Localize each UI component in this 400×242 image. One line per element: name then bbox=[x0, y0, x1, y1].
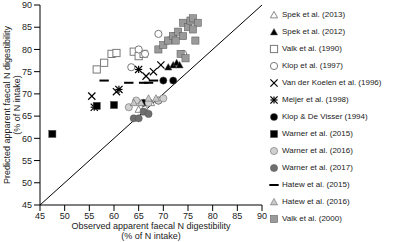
svg-text:45: 45 bbox=[22, 200, 32, 210]
svg-text:60: 60 bbox=[22, 134, 32, 144]
svg-text:85: 85 bbox=[22, 22, 32, 32]
svg-text:75: 75 bbox=[183, 211, 193, 221]
svg-text:65: 65 bbox=[22, 111, 32, 121]
html-text:Spek et al. (2012): Spek et al. (2012) bbox=[282, 27, 346, 36]
html-text:Warner et al. (2016): Warner et al. (2016) bbox=[282, 146, 353, 155]
svg-text:75: 75 bbox=[22, 67, 32, 77]
svg-text:90: 90 bbox=[22, 0, 32, 10]
html-text:Valk et al. (1990): Valk et al. (1990) bbox=[282, 44, 342, 53]
svg-text:70: 70 bbox=[22, 89, 32, 99]
svg-text:90: 90 bbox=[257, 211, 267, 221]
svg-text:85: 85 bbox=[232, 211, 242, 221]
svg-text:65: 65 bbox=[134, 211, 144, 221]
svg-text:55: 55 bbox=[84, 211, 94, 221]
html-text:Hatew et al. (2015): Hatew et al. (2015) bbox=[282, 180, 350, 189]
html-text:Hatew et al. (2016): Hatew et al. (2016) bbox=[282, 197, 350, 206]
svg-text:Predicted apparent faecal N di: Predicted apparent faecal N digestibilit… bbox=[8, 25, 12, 184]
html-text:Warner et al. (2015): Warner et al. (2015) bbox=[282, 129, 353, 138]
svg-text:(% of N intake): (% of N intake) bbox=[12, 75, 22, 135]
html-text:Meijer et al. (1998): Meijer et al. (1998) bbox=[282, 95, 349, 104]
html-text:Valk et al. (2000): Valk et al. (2000) bbox=[282, 214, 342, 223]
svg-text:60: 60 bbox=[109, 211, 119, 221]
html-text:Warner et al. (2017): Warner et al. (2017) bbox=[282, 163, 353, 172]
svg-text:80: 80 bbox=[22, 45, 32, 55]
html-text:Van der Koelen et al. (1996): Van der Koelen et al. (1996) bbox=[282, 78, 382, 87]
html-text:Spek et al. (2013): Spek et al. (2013) bbox=[282, 10, 346, 19]
svg-text:45: 45 bbox=[35, 211, 45, 221]
svg-text:50: 50 bbox=[22, 178, 32, 188]
html-text:Klop et al. (1997): Klop et al. (1997) bbox=[282, 61, 343, 70]
svg-text:50: 50 bbox=[60, 211, 70, 221]
svg-text:55: 55 bbox=[22, 156, 32, 166]
svg-text:80: 80 bbox=[208, 211, 218, 221]
html-text:Klop & De Visser (1994): Klop & De Visser (1994) bbox=[282, 112, 368, 121]
svg-text:Observed apparent faecal N dig: Observed apparent faecal N digestibility bbox=[71, 221, 231, 231]
svg-text:70: 70 bbox=[158, 211, 168, 221]
svg-text:(% of N intake): (% of N intake) bbox=[121, 231, 181, 241]
